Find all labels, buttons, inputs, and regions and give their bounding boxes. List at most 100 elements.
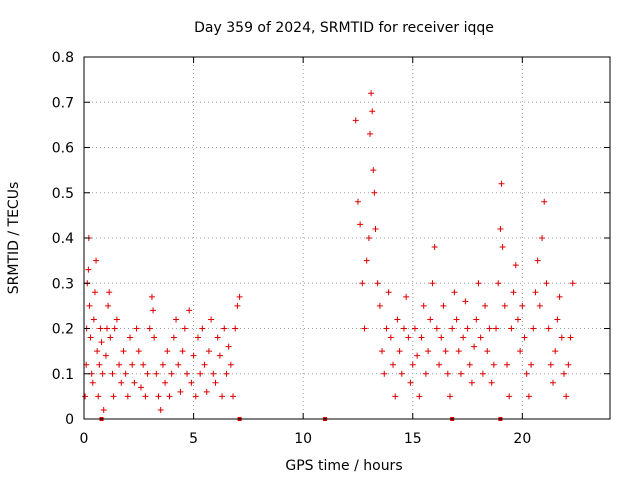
data-point xyxy=(367,130,374,137)
data-point xyxy=(422,370,429,377)
data-point xyxy=(503,361,510,368)
data-point xyxy=(532,289,539,296)
data-point xyxy=(181,325,188,332)
data-point xyxy=(379,348,386,355)
data-point xyxy=(371,189,378,196)
data-point xyxy=(214,334,221,341)
data-point xyxy=(186,307,193,314)
data-point xyxy=(411,325,418,332)
data-point xyxy=(107,334,114,341)
data-point xyxy=(543,280,550,287)
data-point xyxy=(460,334,467,341)
data-point xyxy=(431,244,438,251)
data-point xyxy=(498,180,505,187)
data-point xyxy=(166,393,173,400)
data-point xyxy=(232,325,239,332)
data-point xyxy=(569,280,576,287)
data-point xyxy=(385,289,392,296)
data-point xyxy=(155,393,162,400)
data-point xyxy=(433,325,440,332)
data-point xyxy=(495,280,502,287)
data-point xyxy=(372,225,379,232)
data-point xyxy=(230,393,237,400)
y-tick-label: 0.3 xyxy=(52,276,74,292)
data-point xyxy=(471,343,478,350)
data-point xyxy=(110,393,117,400)
x-tick-label: 15 xyxy=(404,431,422,447)
data-point xyxy=(177,388,184,395)
data-point xyxy=(482,302,489,309)
data-point xyxy=(190,352,197,359)
data-point xyxy=(137,384,144,391)
data-point xyxy=(210,370,217,377)
data-point xyxy=(153,370,160,377)
data-point xyxy=(82,393,89,400)
data-point xyxy=(113,316,120,323)
data-point xyxy=(565,361,572,368)
data-point xyxy=(234,302,241,309)
data-point xyxy=(376,302,383,309)
data-point xyxy=(416,393,423,400)
data-point xyxy=(497,225,504,232)
y-axis-label: SRMTID / TECUs xyxy=(6,182,22,295)
data-point xyxy=(159,361,166,368)
data-point xyxy=(510,289,517,296)
x-tick-label: 0 xyxy=(80,431,89,447)
data-point xyxy=(405,334,412,341)
data-point xyxy=(359,280,366,287)
data-point xyxy=(473,316,480,323)
data-point xyxy=(203,388,210,395)
data-point xyxy=(197,370,204,377)
data-point xyxy=(162,379,169,386)
data-point xyxy=(429,280,436,287)
data-point xyxy=(227,361,234,368)
data-point xyxy=(493,325,500,332)
data-point xyxy=(363,257,370,264)
data-point xyxy=(199,325,206,332)
data-point xyxy=(365,235,372,241)
data-point xyxy=(530,325,537,332)
data-point xyxy=(558,334,565,341)
data-point xyxy=(457,370,464,377)
data-point xyxy=(151,334,158,341)
data-point xyxy=(556,293,563,300)
data-point xyxy=(175,361,182,368)
data-point xyxy=(407,379,414,386)
data-point xyxy=(462,298,469,305)
data-point xyxy=(455,348,462,355)
data-point xyxy=(105,302,112,309)
data-point xyxy=(396,348,403,355)
x-tick-label: 20 xyxy=(513,431,531,447)
data-point xyxy=(221,325,228,332)
data-point xyxy=(400,325,407,332)
data-point xyxy=(192,393,199,400)
data-point xyxy=(490,361,497,368)
data-point xyxy=(170,334,177,341)
data-point xyxy=(97,325,104,332)
data-point xyxy=(449,325,456,332)
data-point xyxy=(484,348,491,355)
data-point xyxy=(184,370,191,377)
data-point xyxy=(508,325,515,332)
data-point xyxy=(427,316,434,323)
data-point xyxy=(547,361,554,368)
data-point xyxy=(554,316,561,323)
data-point xyxy=(99,370,106,377)
x-tick-label: 5 xyxy=(189,431,198,447)
data-point xyxy=(148,293,155,300)
data-point xyxy=(539,235,546,241)
data-point xyxy=(208,316,215,323)
data-point xyxy=(409,361,416,368)
data-point xyxy=(506,393,513,400)
data-point xyxy=(100,406,107,413)
data-point xyxy=(436,361,443,368)
data-point xyxy=(370,167,377,174)
data-point xyxy=(475,280,482,287)
data-point xyxy=(131,379,138,386)
data-point xyxy=(104,325,111,332)
data-point xyxy=(563,393,570,400)
data-point xyxy=(98,339,105,346)
data-point xyxy=(129,361,136,368)
data-point xyxy=(133,325,140,332)
